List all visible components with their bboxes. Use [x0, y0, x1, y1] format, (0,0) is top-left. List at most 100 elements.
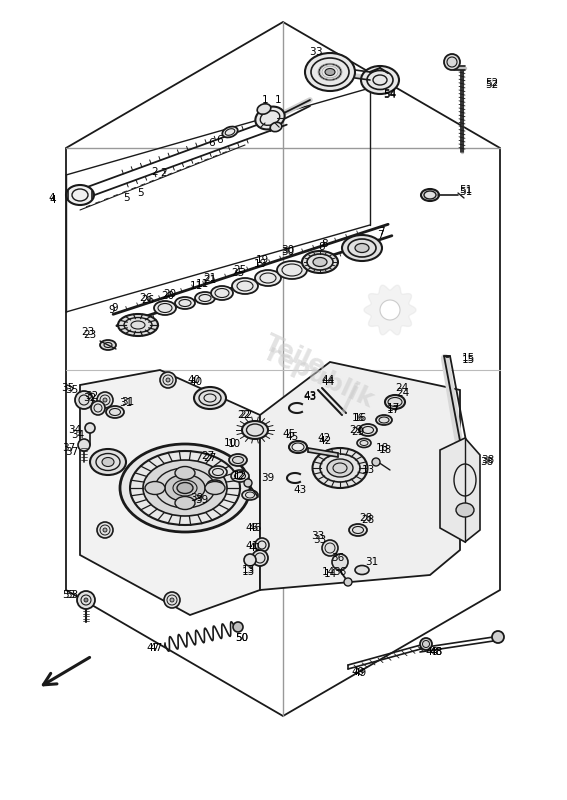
- Text: 22: 22: [238, 410, 251, 420]
- Ellipse shape: [229, 454, 247, 466]
- Ellipse shape: [255, 106, 285, 130]
- Ellipse shape: [255, 270, 281, 286]
- Text: 7: 7: [376, 230, 383, 240]
- Text: 15: 15: [462, 353, 475, 363]
- Text: 43: 43: [303, 392, 316, 402]
- Text: 34: 34: [71, 430, 84, 440]
- Text: 18: 18: [378, 445, 392, 455]
- Text: 31: 31: [120, 398, 133, 408]
- Circle shape: [103, 528, 107, 532]
- Text: 39: 39: [191, 493, 204, 503]
- Text: 41: 41: [246, 541, 259, 551]
- Text: 31: 31: [365, 557, 379, 567]
- Circle shape: [97, 522, 113, 538]
- Ellipse shape: [66, 185, 94, 205]
- Text: 42: 42: [319, 436, 332, 446]
- Text: 43: 43: [303, 391, 316, 401]
- Text: 31: 31: [121, 397, 134, 407]
- Ellipse shape: [175, 497, 195, 510]
- Text: 44: 44: [321, 377, 335, 387]
- Text: 50: 50: [235, 633, 248, 643]
- Ellipse shape: [421, 189, 439, 201]
- Ellipse shape: [232, 278, 258, 294]
- Text: 30: 30: [281, 245, 295, 255]
- Text: 9: 9: [112, 303, 119, 313]
- Ellipse shape: [165, 474, 205, 502]
- Circle shape: [492, 631, 504, 643]
- Text: 3: 3: [315, 47, 321, 57]
- Text: 45: 45: [282, 429, 295, 439]
- Text: 16: 16: [352, 413, 365, 423]
- Ellipse shape: [175, 466, 195, 479]
- Circle shape: [75, 391, 93, 409]
- Ellipse shape: [327, 459, 353, 477]
- Ellipse shape: [312, 448, 367, 488]
- Text: 39: 39: [261, 473, 274, 483]
- Text: 51: 51: [459, 185, 473, 195]
- Ellipse shape: [207, 480, 223, 490]
- Text: 10: 10: [223, 438, 236, 448]
- Text: 42: 42: [318, 433, 331, 443]
- Text: 48: 48: [429, 647, 443, 657]
- Text: 45: 45: [285, 432, 299, 442]
- Ellipse shape: [205, 482, 225, 494]
- Text: |: |: [335, 382, 361, 418]
- Text: 39: 39: [196, 495, 209, 505]
- Text: 18: 18: [375, 443, 388, 453]
- Text: 22: 22: [239, 410, 253, 420]
- Ellipse shape: [231, 470, 249, 482]
- Text: 51: 51: [459, 187, 473, 197]
- Text: 41: 41: [248, 543, 261, 553]
- Text: 13: 13: [242, 567, 255, 577]
- Text: 24: 24: [396, 388, 409, 398]
- Ellipse shape: [361, 66, 399, 94]
- Ellipse shape: [120, 444, 250, 532]
- Text: 20: 20: [162, 291, 175, 301]
- Text: 40: 40: [188, 375, 201, 385]
- Text: 13: 13: [242, 565, 255, 575]
- Text: 17: 17: [386, 403, 400, 413]
- Circle shape: [322, 540, 338, 556]
- Ellipse shape: [355, 243, 369, 253]
- Text: 21: 21: [204, 275, 217, 285]
- Ellipse shape: [118, 314, 158, 336]
- Ellipse shape: [357, 438, 371, 447]
- Text: 50: 50: [235, 633, 248, 643]
- Text: 11: 11: [189, 281, 202, 291]
- Ellipse shape: [106, 406, 124, 418]
- Circle shape: [420, 638, 432, 650]
- Text: 21: 21: [204, 273, 217, 283]
- Polygon shape: [364, 285, 416, 335]
- Text: 2: 2: [152, 167, 158, 177]
- Polygon shape: [260, 362, 460, 590]
- Circle shape: [170, 598, 174, 602]
- Text: 1: 1: [262, 95, 268, 105]
- Circle shape: [103, 398, 107, 402]
- Text: 53: 53: [62, 590, 75, 600]
- Ellipse shape: [194, 387, 226, 409]
- Circle shape: [166, 378, 170, 382]
- Text: 33: 33: [314, 535, 327, 545]
- Text: 26: 26: [141, 295, 155, 305]
- Text: 8: 8: [319, 242, 325, 252]
- Text: 49: 49: [353, 668, 367, 678]
- Text: 27: 27: [204, 453, 217, 463]
- Ellipse shape: [222, 126, 238, 138]
- Ellipse shape: [177, 482, 193, 494]
- Text: 54: 54: [383, 89, 397, 99]
- Text: 23: 23: [83, 330, 96, 340]
- Text: 6: 6: [217, 135, 223, 145]
- Ellipse shape: [376, 415, 392, 425]
- Circle shape: [444, 54, 460, 70]
- Text: 14: 14: [321, 567, 335, 577]
- Circle shape: [344, 578, 352, 586]
- Polygon shape: [66, 22, 500, 716]
- Text: 25: 25: [234, 265, 247, 275]
- Ellipse shape: [270, 122, 282, 132]
- Text: 4: 4: [50, 195, 56, 205]
- Text: 4: 4: [49, 193, 56, 203]
- Circle shape: [332, 554, 348, 570]
- Text: 29: 29: [352, 427, 365, 437]
- Text: 16: 16: [353, 413, 367, 423]
- Circle shape: [372, 458, 380, 466]
